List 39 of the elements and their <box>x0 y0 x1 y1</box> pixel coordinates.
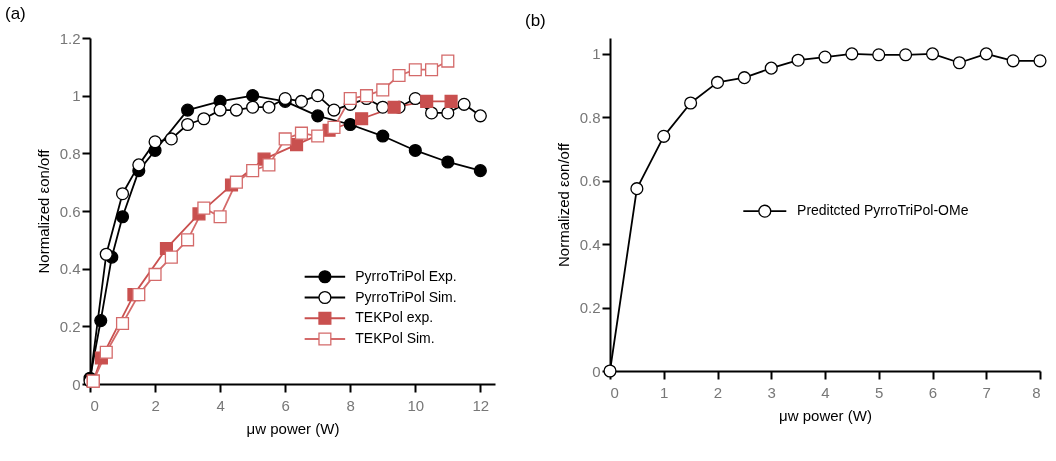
x-tick-label: 8 <box>1032 383 1041 401</box>
legend-label: Preditcted PyrroTriPol-OMe <box>797 202 969 219</box>
legend-label: TEKPol exp. <box>355 309 434 326</box>
y-tick-label: 0.4 <box>59 260 81 278</box>
x-tick-label: 3 <box>767 383 776 401</box>
y-tick-label: 0.6 <box>59 202 81 220</box>
chart-title: (b) <box>525 11 546 30</box>
legend-label: TEKPol Sim. <box>355 330 435 347</box>
x-tick-label: 4 <box>821 383 830 401</box>
x-tick-label: 1 <box>660 383 669 401</box>
legend-label: PyrroTriPol Sim. <box>355 288 457 305</box>
y-tick-label: 0 <box>592 362 601 380</box>
x-tick-label: 5 <box>875 383 884 401</box>
y-tick-label: 0.4 <box>579 235 601 253</box>
y-tick-label: 0.8 <box>59 144 81 162</box>
x-tick-label: 6 <box>281 396 290 414</box>
y-tick-label: 1 <box>592 45 601 63</box>
x-axis-title: μw power (W) <box>246 419 340 437</box>
x-tick-label: 2 <box>713 383 723 401</box>
y-axis-title: Normalized εon/off <box>554 142 572 267</box>
y-tick-label: 0.8 <box>579 108 601 126</box>
x-axis-title: μw power (W) <box>779 406 872 424</box>
x-tick-label: 12 <box>472 396 490 414</box>
chart-title: (a) <box>5 4 26 23</box>
x-tick-label: 0 <box>610 383 619 401</box>
legend-label: PyrroTriPol Exp. <box>355 267 457 284</box>
y-axis-title: Normalized εon/off <box>34 148 52 274</box>
x-tick-label: 4 <box>216 396 225 414</box>
y-tick-label: 1 <box>72 87 81 105</box>
y-tick-label: 0.2 <box>59 317 81 335</box>
x-tick-label: 10 <box>407 396 425 414</box>
y-tick-label: 0.2 <box>579 299 601 317</box>
x-tick-label: 6 <box>928 383 938 401</box>
x-tick-label: 7 <box>982 383 991 401</box>
x-tick-label: 8 <box>346 396 355 414</box>
y-tick-label: 0.6 <box>579 172 601 190</box>
x-tick-label: 2 <box>151 396 160 414</box>
y-tick-label: 1.2 <box>59 29 81 47</box>
x-tick-label: 0 <box>90 396 99 414</box>
